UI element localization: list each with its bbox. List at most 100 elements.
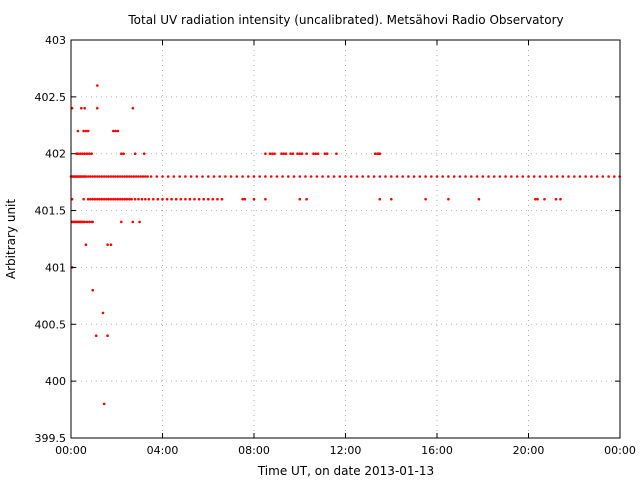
data-point (538, 175, 542, 178)
data-point (134, 175, 138, 178)
data-point (212, 175, 216, 178)
data-point (152, 197, 155, 201)
data-point (561, 175, 565, 178)
data-point (252, 175, 256, 178)
data-point (271, 152, 274, 155)
data-point (584, 175, 587, 178)
data-point (130, 175, 133, 178)
data-point (125, 175, 129, 178)
data-point (289, 152, 292, 155)
data-point (88, 220, 91, 224)
data-point (412, 175, 416, 178)
data-point (536, 197, 539, 201)
data-point (321, 175, 324, 178)
data-point (224, 175, 227, 178)
data-point (96, 175, 99, 178)
data-point (170, 197, 173, 201)
data-point (125, 197, 129, 201)
data-point (543, 197, 546, 201)
plot-frame (70, 39, 621, 439)
data-point (93, 197, 97, 201)
data-point (349, 175, 353, 178)
data-point (140, 197, 144, 201)
data-point (532, 175, 536, 178)
data-point (567, 175, 570, 178)
data-point (559, 197, 562, 201)
data-point (264, 152, 267, 155)
data-point (114, 197, 117, 201)
data-point (106, 243, 109, 246)
data-point (96, 197, 99, 201)
data-point (109, 197, 113, 201)
data-point (107, 197, 110, 201)
data-point (149, 175, 153, 178)
x-tick-label: 16:00 (421, 444, 453, 457)
data-point (292, 175, 296, 178)
data-point (89, 197, 92, 201)
data-point (327, 175, 330, 178)
data-point (258, 175, 262, 178)
y-axis-label: Arbitrary unit (4, 199, 18, 279)
data-point (76, 129, 80, 133)
data-point (401, 175, 405, 178)
data-point (510, 175, 513, 178)
data-point (102, 402, 106, 406)
data-point (102, 175, 106, 178)
y-tick-label: 400 (45, 375, 66, 388)
data-point (544, 175, 547, 178)
data-point (83, 106, 86, 110)
data-point (372, 175, 376, 178)
data-point (128, 175, 131, 178)
y-tick-label: 399.5 (35, 432, 67, 445)
data-point (155, 175, 159, 178)
data-point (116, 175, 120, 178)
data-point (133, 152, 137, 155)
data-point (268, 152, 272, 155)
data-point (120, 220, 123, 224)
data-point (338, 175, 342, 178)
x-tick-label: 00:00 (55, 444, 87, 457)
data-point (264, 175, 267, 178)
chart-title: Total UV radiation intensity (uncalibrat… (127, 13, 563, 27)
data-point (492, 175, 496, 178)
data-point (112, 197, 115, 201)
data-point (81, 152, 84, 155)
data-point (86, 197, 90, 201)
data-point (132, 175, 136, 178)
data-point (470, 175, 473, 178)
data-point (137, 175, 140, 178)
data-point (355, 175, 359, 178)
data-point (123, 175, 127, 178)
data-point (305, 152, 308, 155)
data-point (130, 197, 133, 201)
data-point (550, 175, 553, 178)
data-point (235, 175, 239, 178)
data-point (441, 175, 445, 178)
data-point (112, 175, 115, 178)
data-point (142, 152, 146, 155)
data-point (184, 175, 187, 178)
data-point (107, 175, 110, 178)
data-point (144, 197, 147, 201)
data-point (284, 152, 288, 155)
data-point (144, 175, 147, 178)
data-point (515, 175, 519, 178)
data-point (105, 175, 108, 178)
data-point (138, 220, 141, 224)
data-point (114, 129, 117, 133)
data-point (373, 152, 377, 155)
data-point (332, 175, 336, 178)
data-point (112, 129, 115, 133)
data-point (184, 197, 187, 201)
data-point (197, 197, 201, 201)
data-point (146, 175, 149, 178)
data-point (89, 175, 92, 178)
data-point (298, 197, 302, 201)
data-point (207, 175, 210, 178)
data-point (102, 197, 106, 201)
data-point (607, 175, 610, 178)
data-point (100, 175, 104, 178)
data-point (218, 175, 221, 178)
data-point (534, 197, 537, 201)
data-point (555, 175, 559, 178)
